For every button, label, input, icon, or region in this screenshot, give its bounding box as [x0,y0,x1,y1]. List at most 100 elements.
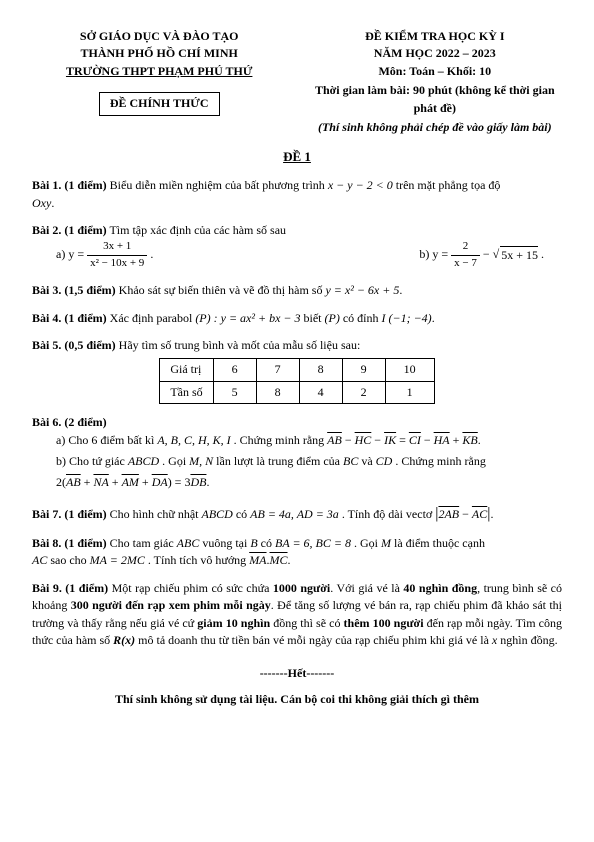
p9-g10: giảm 10 nghìn [197,616,270,630]
v-MA: MA [249,553,266,567]
p9-1000: 1000 người [273,581,330,595]
m1: − [342,433,355,447]
problem-9: Bài 9. (1 điểm) Một rạp chiếu phim có sứ… [32,580,562,650]
p7-label: Bài 7. (1 điểm) [32,507,107,521]
p1-oxy: Oxy [32,196,51,210]
p8-t6: sao cho [47,553,89,567]
p9-300: 300 người đến rạp xem phim mỗi ngày [71,598,271,612]
p4-t3: có đỉnh [340,311,382,325]
p6-label: Bài 6. (2 điểm) [32,415,107,429]
exam-title: ĐỀ KIỂM TRA HỌC KỲ I [308,28,562,45]
v-HC: HC [355,433,372,447]
v-2AB: 2AB [438,507,459,521]
p6-a2: . Chứng minh rằng [231,433,328,447]
p8-cond: MA = 2MC [90,553,145,567]
cell: 7 [256,359,299,381]
m3: − [421,433,434,447]
cell: 1 [385,381,434,403]
p1-expr: x − y − 2 < 0 [328,178,393,192]
cell: 4 [299,381,342,403]
header: SỞ GIÁO DỤC VÀ ĐÀO TẠO THÀNH PHỐ HỒ CHÍ … [32,28,562,136]
problem-3: Bài 3. (1,5 điểm) Khảo sát sự biến thiên… [32,282,562,299]
end-marker: -------Hết------- [32,665,562,682]
school: TRƯỜNG THPT PHẠM PHÚ THỨ [32,63,286,80]
p9-t1: Một rạp chiếu phim có sức chứa [108,581,273,595]
pl2: + [109,475,122,489]
p3-dot: . [399,283,402,297]
p3-label: Bài 3. (1,5 điểm) [32,283,116,297]
p6-MN: M, N [189,454,213,468]
p1-dot: . [51,196,54,210]
p9-Rx: R(x) [113,633,135,647]
p8-M: M [381,536,391,550]
v-CI: CI [409,433,421,447]
p2-label: Bài 2. (1 điểm) [32,223,107,237]
p6-b1: b) Cho tứ giác [56,454,128,468]
cell: 10 [385,359,434,381]
p9-t7: mô tả doanh thu từ tiền bán vé mỗi ngày … [135,633,492,647]
p2-a-den: x² − 10x + 9 [87,256,147,272]
official-box: ĐỀ CHÍNH THỨC [99,92,220,115]
v-HA: HA [434,433,450,447]
p6-abcd: ABCD [128,454,159,468]
eq2a: 2( [56,475,66,489]
p7-dim: AB = 4a, AD = 3a [250,507,339,521]
p8-dot2: . [288,553,291,567]
p8-B: B [250,536,257,550]
problem-5: Bài 5. (0,5 điểm) Hãy tìm số trung bình … [32,337,562,404]
problem-7: Bài 7. (1 điểm) Cho hình chữ nhật ABCD c… [32,502,562,525]
p4-P2: (P) [325,311,340,325]
timing: Thời gian làm bài: 90 phút (không kể thờ… [308,82,562,117]
p4-dot: . [432,311,435,325]
p6-eq: 2(AB + NA + AM + DA) = 3DB. [56,474,562,491]
problem-6: Bài 6. (2 điểm) a) Cho 6 điểm bất kì A, … [32,414,562,492]
p7-t1: Cho hình chữ nhật [107,507,202,521]
p4-label: Bài 4. (1 điểm) [32,311,107,325]
p9-t2: . Với giá vé là [330,581,403,595]
v2-AM: AM [122,475,139,489]
p2-a-frac: 3x + 1x² − 10x + 9 [87,239,147,272]
p2-a-end: . [147,248,153,262]
footnote: Thí sinh không sử dụng tài liệu. Cán bộ … [32,691,562,708]
v-AC: AC [472,507,487,521]
p5-label: Bài 5. (0,5 điểm) [32,338,116,352]
r2-lbl: Tần số [160,381,213,403]
p2-b-end: . [538,248,544,262]
problem-4: Bài 4. (1 điểm) Xác định parabol (P) : y… [32,310,562,327]
p2-b-num: 2 [451,239,480,256]
p2-b-mid: − [480,248,493,262]
p8-dim: BA = 6, BC = 8 [275,536,351,550]
p6-a: a) Cho 6 điểm bất kì A, B, C, H, K, I . … [56,432,562,449]
p: + [450,433,463,447]
p9-t8: nghìn đồng. [497,633,557,647]
v-KB: KB [462,433,477,447]
p6-CD: CD [376,454,393,468]
v2-AB: AB [66,475,81,489]
cell: 2 [342,381,385,403]
p9-t5: đồng thì sẽ có [270,616,343,630]
p1-t1: Biểu diễn miền nghiệm của bất phương trì… [107,178,328,192]
p8-t2: vuông tại [199,536,250,550]
pl3: + [139,475,152,489]
p8-t7: . Tính tích vô hướng [145,553,249,567]
cell: 8 [256,381,299,403]
p2-b-frac: 2x − 7 [451,239,480,272]
p5-table: Giá trị 6 7 8 9 10 Tần số 5 8 4 2 1 [159,358,434,404]
v-MC: MC [270,553,288,567]
p8-t3: có [258,536,275,550]
eq: = [396,433,409,447]
problem-8: Bài 8. (1 điểm) Cho tam giác ABC vuông t… [32,535,562,570]
cell: 8 [299,359,342,381]
problem-1: Bài 1. (1 điểm) Biểu diễn miền nghiệm củ… [32,177,562,212]
p2-a: a) y = 3x + 1x² − 10x + 9 . [56,239,153,272]
p3-text: Khảo sát sự biến thiên và vẽ đồ thị hàm … [116,283,326,297]
cell: 6 [213,359,256,381]
header-right: ĐỀ KIỂM TRA HỌC KỲ I NĂM HỌC 2022 – 2023… [308,28,562,136]
header-row: SỞ GIÁO DỤC VÀ ĐÀO TẠO THÀNH PHỐ HỒ CHÍ … [32,28,562,136]
p6-a1: a) Cho 6 điểm bất kì [56,433,157,447]
exam-number: ĐỀ 1 [32,148,562,167]
p4-t1: Xác định parabol [107,311,196,325]
p8-label: Bài 8. (1 điểm) [32,536,107,550]
p6-b2: . Gọi [159,454,189,468]
v2-DB: DB [190,475,206,489]
